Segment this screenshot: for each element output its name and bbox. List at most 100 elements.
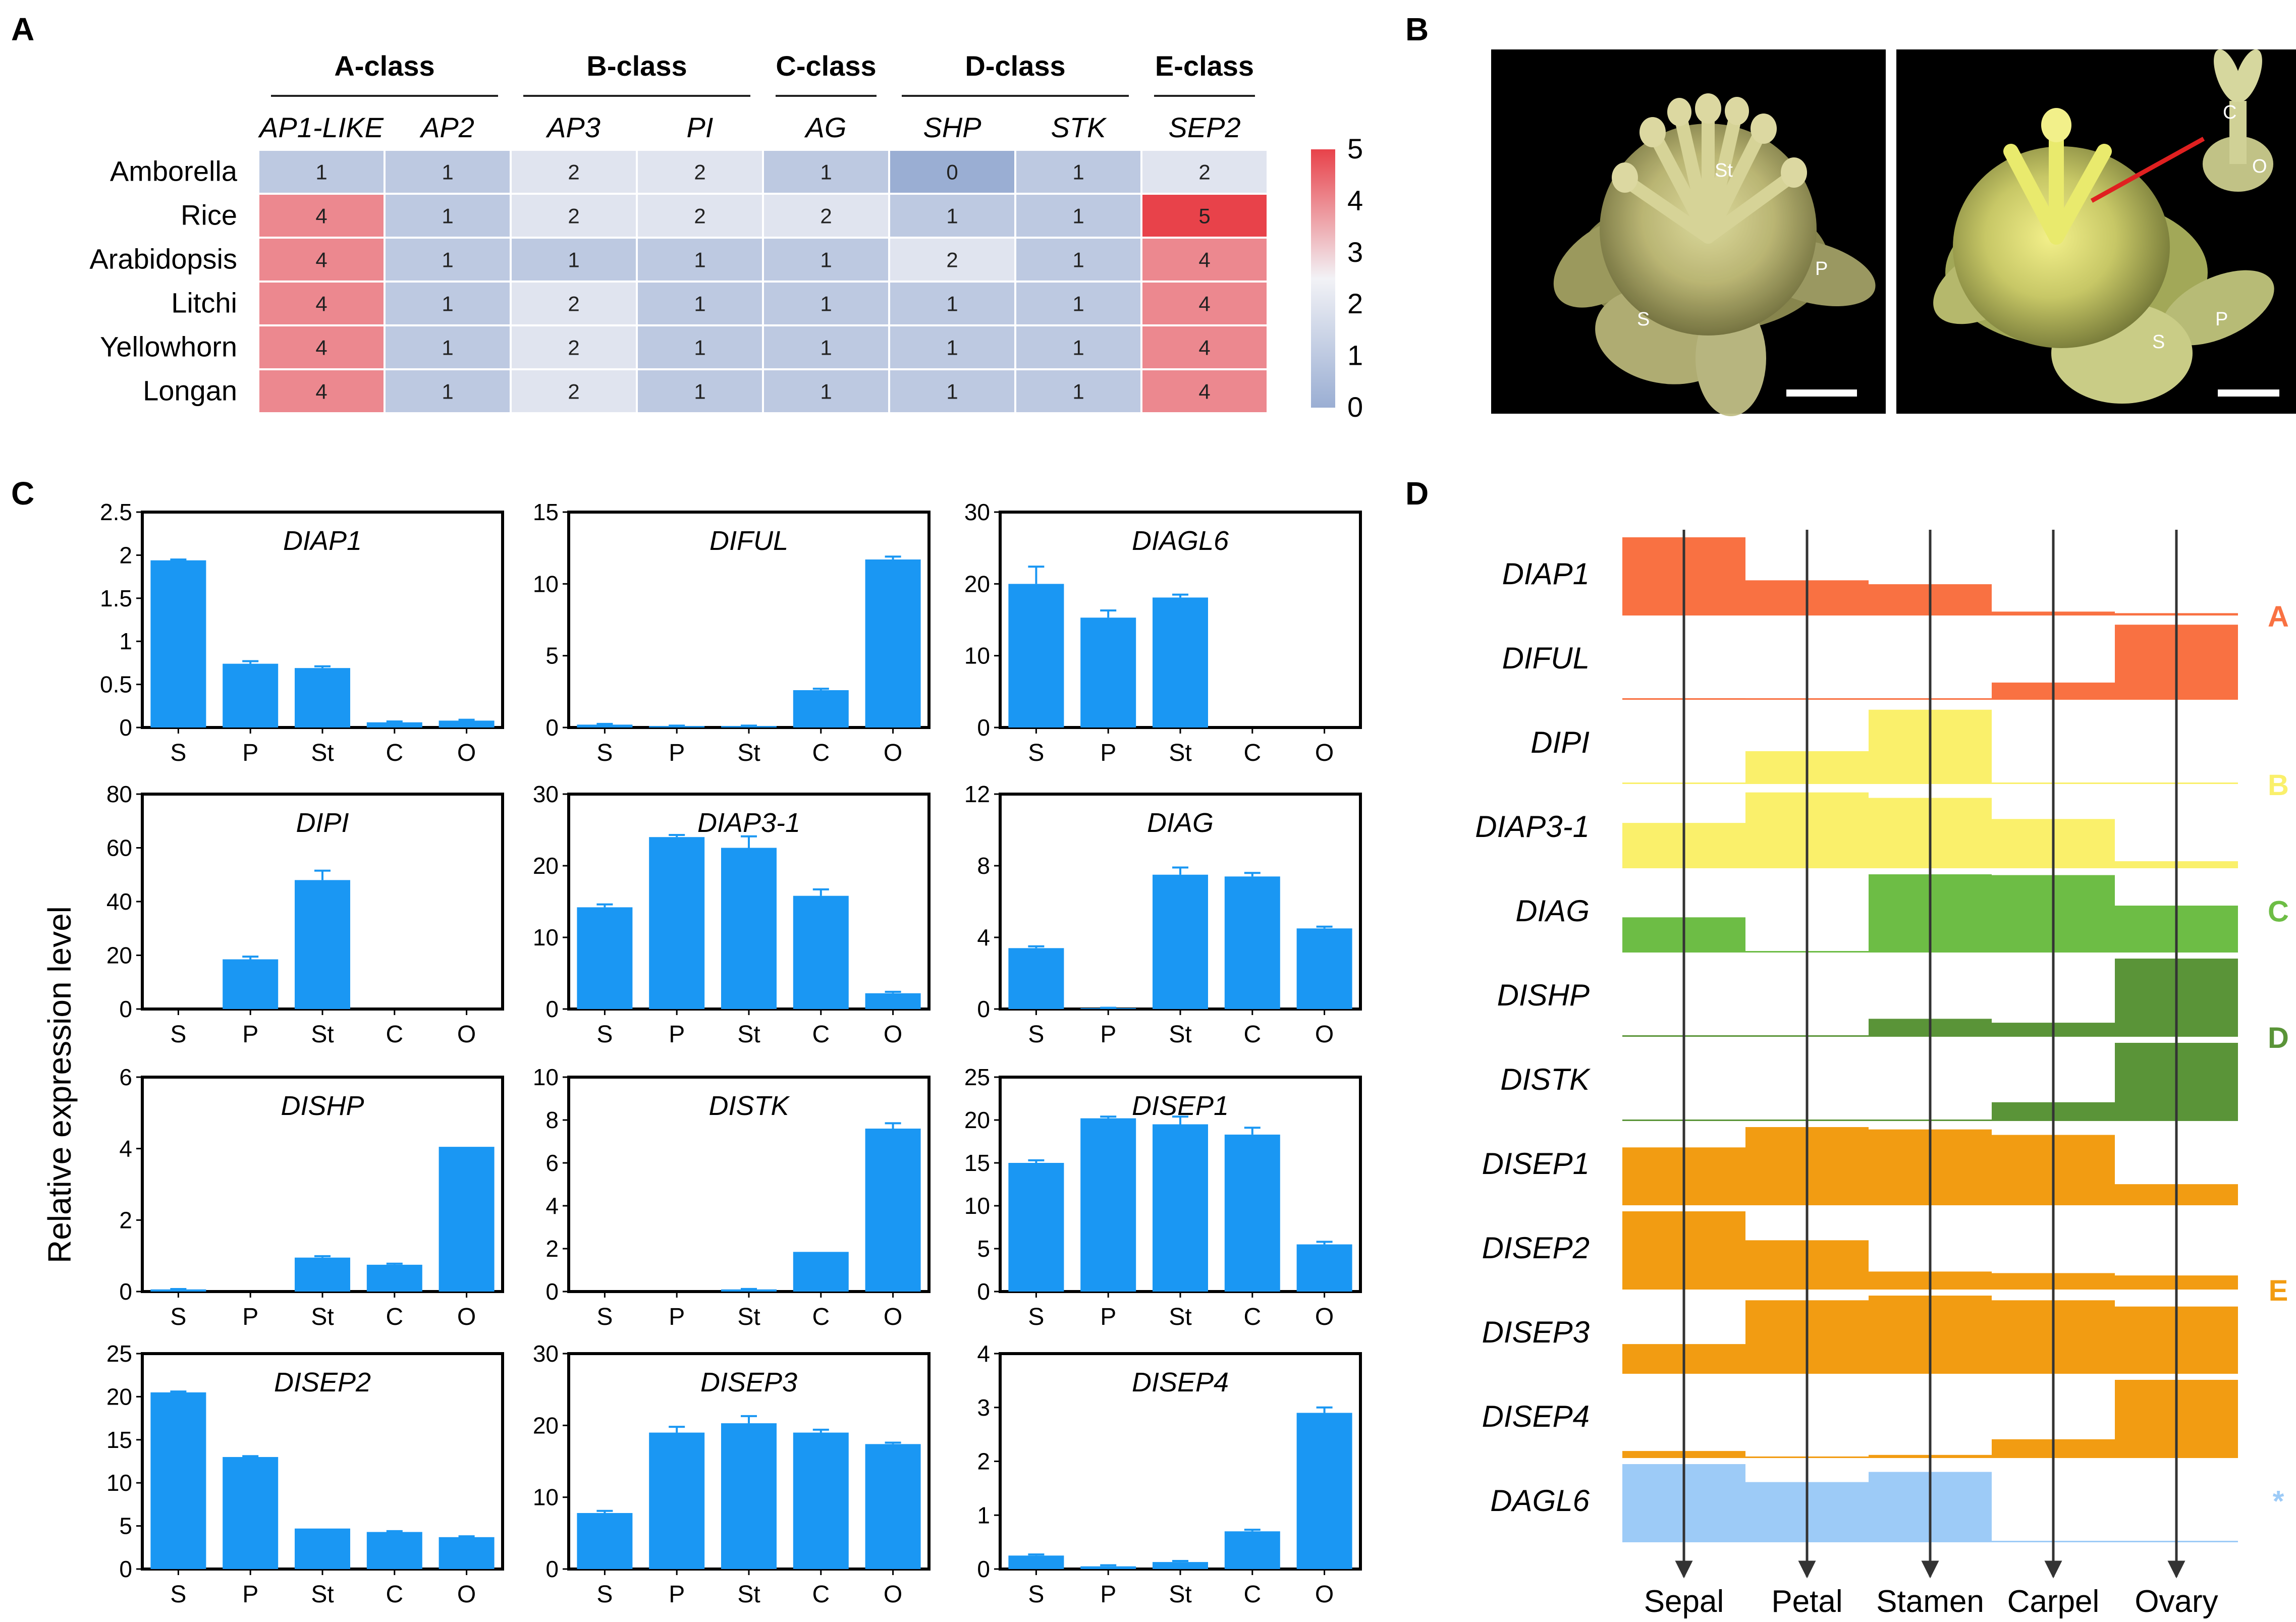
heatmap-cell-value: 2 <box>1198 160 1210 184</box>
gene-header: SEP2 <box>1168 111 1240 143</box>
heatmap-cell <box>1016 283 1140 324</box>
bar <box>1080 618 1136 728</box>
y-tick-label: 10 <box>533 571 559 597</box>
photo-label-o: O <box>2252 156 2267 177</box>
y-tick-label: 1 <box>977 1502 990 1528</box>
photo-label-c: C <box>2223 102 2236 123</box>
x-tick-label: O <box>1315 1304 1334 1330</box>
bar <box>577 1513 633 1569</box>
y-tick-label: 8 <box>977 853 990 879</box>
x-tick-label: C <box>386 1304 403 1330</box>
heatmap-cell-value: 1 <box>820 248 832 272</box>
bar-chart-DISEP2: 0 5 10 15 20 25 DISEP2 S P St C O <box>106 1340 504 1608</box>
x-tick-label: S <box>596 1021 613 1048</box>
y-tick-label: 20 <box>106 1383 132 1410</box>
bar <box>721 1423 777 1569</box>
x-tick-label: O <box>1315 1021 1334 1048</box>
photo-label-p: P <box>1815 258 1828 279</box>
heatmap-cell <box>638 151 762 193</box>
heatmap-cell <box>1142 239 1267 281</box>
bar <box>721 848 777 1009</box>
heatmap-cell-value: 0 <box>946 160 958 184</box>
organ-label: Ovary <box>2135 1584 2218 1619</box>
class-letter: A <box>2268 600 2289 633</box>
x-tick-label: P <box>1100 1304 1116 1330</box>
y-tick-label: 4 <box>977 924 990 950</box>
x-tick-label: S <box>170 740 186 766</box>
y-tick-label: 0 <box>977 1556 990 1582</box>
y-tick-label: 5 <box>545 643 559 669</box>
y-tick-label: 2.5 <box>100 499 132 525</box>
y-tick-label: 30 <box>533 781 559 807</box>
heatmap-cell <box>764 239 888 281</box>
bar <box>721 1289 777 1292</box>
bar-chart-DIAP3-1: 0 10 20 30 DIAP3-1 S P St C O <box>533 781 931 1048</box>
heatmap-cell-value: 2 <box>568 160 579 184</box>
model-row-DISEP4: DISEP4 <box>1482 1380 2238 1458</box>
y-tick-label: 4 <box>119 1136 132 1162</box>
x-tick-label: O <box>1315 740 1334 766</box>
bar <box>1224 876 1280 1009</box>
heatmap-cell <box>512 370 636 412</box>
class-letter: C <box>2268 896 2289 928</box>
photo-label-s2: S <box>2152 331 2165 353</box>
bar <box>295 1257 350 1292</box>
flower-photo-left: St P S <box>1491 49 1886 416</box>
heatmap-cell <box>259 326 384 368</box>
y-tick-label: 0.5 <box>100 672 132 698</box>
x-tick-label: P <box>1100 1021 1116 1048</box>
y-tick-label: 1.5 <box>100 585 132 611</box>
y-tick-label: 5 <box>119 1513 132 1539</box>
x-tick-label: P <box>242 740 258 766</box>
panel-label-d: D <box>1405 475 1429 512</box>
y-axis-title: Relative expression level <box>41 906 78 1263</box>
x-tick-label: S <box>596 740 613 766</box>
chart-title: DIAP1 <box>283 526 362 556</box>
x-tick-label: P <box>242 1581 258 1608</box>
x-tick-label: O <box>884 740 902 766</box>
heatmap-cell <box>890 326 1014 368</box>
x-tick-label: P <box>242 1304 258 1330</box>
heatmap-cell <box>764 195 888 237</box>
heatmap-cell-value: 1 <box>694 380 705 404</box>
bar <box>1008 948 1064 1009</box>
bar-chart-DIFUL: 0 5 10 15 DIFUL S P St C O <box>533 499 931 766</box>
chart-title: DISTK <box>708 1091 790 1121</box>
x-tick-label: C <box>1243 1304 1261 1330</box>
y-tick-label: 15 <box>533 499 559 525</box>
heatmap-cell <box>1142 195 1267 237</box>
x-tick-label: C <box>1243 1581 1261 1608</box>
gene-header: AP3 <box>545 111 600 143</box>
x-tick-label: O <box>457 740 476 766</box>
panel-label-b: B <box>1405 11 1429 47</box>
heatmap-cell-value: 2 <box>568 292 579 316</box>
heatmap-cell <box>259 151 384 193</box>
heatmap-cell-value: 1 <box>442 248 453 272</box>
heatmap-cell <box>890 195 1014 237</box>
y-tick-label: 60 <box>106 835 132 861</box>
heatmap-cell <box>1142 151 1267 193</box>
model-gene-label: DISEP4 <box>1482 1400 1590 1433</box>
y-tick-label: 10 <box>533 1484 559 1511</box>
x-tick-label: St <box>311 1304 334 1330</box>
gene-header: AP2 <box>419 111 474 143</box>
bar <box>793 690 849 728</box>
heatmap-cell <box>386 370 510 412</box>
y-tick-label: 20 <box>533 1412 559 1438</box>
model-gene-label: DISTK <box>1500 1062 1591 1096</box>
species-label: Litchi <box>171 287 237 319</box>
x-tick-label: S <box>1028 1581 1044 1608</box>
model-row-DAGL6: DAGL6 <box>1490 1464 2238 1542</box>
y-tick-label: 10 <box>533 1064 559 1090</box>
bar <box>439 1147 495 1292</box>
bar <box>1153 1124 1208 1292</box>
species-label: Longan <box>143 375 237 407</box>
chart-title: DIPI <box>296 808 349 838</box>
y-tick-label: 0 <box>977 714 990 741</box>
heatmap-cell-value: 5 <box>1198 204 1210 228</box>
bar <box>295 880 350 1009</box>
model-gene-label: DISEP2 <box>1482 1231 1590 1265</box>
bar <box>577 724 633 728</box>
heatmap-cell <box>512 195 636 237</box>
